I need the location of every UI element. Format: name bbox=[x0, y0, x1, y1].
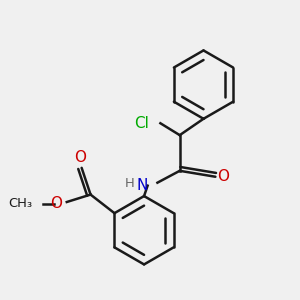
Text: N: N bbox=[136, 178, 148, 193]
Text: CH₃: CH₃ bbox=[8, 197, 33, 210]
Text: H: H bbox=[125, 177, 134, 190]
Text: O: O bbox=[217, 169, 229, 184]
Text: O: O bbox=[74, 150, 86, 165]
Text: O: O bbox=[50, 196, 62, 211]
Text: Cl: Cl bbox=[134, 116, 148, 131]
